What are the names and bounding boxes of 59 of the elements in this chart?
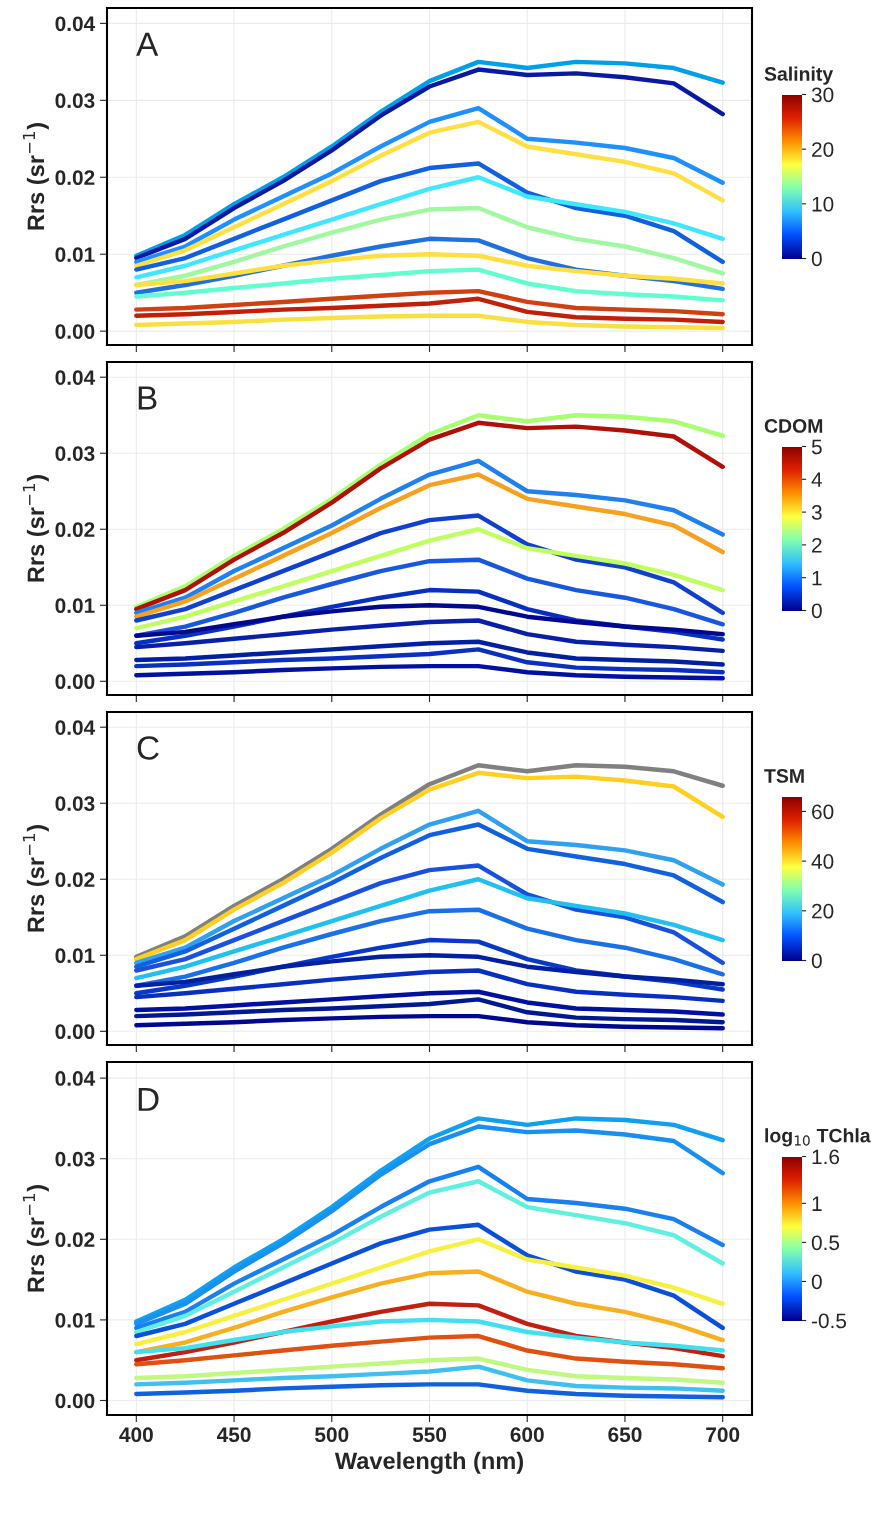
color-bar-label: -0.5 xyxy=(811,1313,847,1329)
y-tick-label: 0.00 xyxy=(55,1024,95,1040)
color-bar-label: 3 xyxy=(811,505,822,520)
color-bar-label: 60 xyxy=(812,804,834,820)
y-tick-label: 0.04 xyxy=(55,16,96,32)
y-tick-label: 0.03 xyxy=(55,796,95,812)
annotation: C xyxy=(137,736,159,760)
color-bar-title: TSM xyxy=(764,769,804,783)
y-tick-label: 0.02 xyxy=(55,522,95,538)
y-axis-title: Rrs (sr$^{−1}$) xyxy=(22,123,49,230)
y-tick-label: 0.01 xyxy=(55,598,95,614)
y-tick-label: 0.02 xyxy=(55,872,95,888)
y-tick-label: 0.03 xyxy=(55,1151,95,1167)
x-tick-label: 400 xyxy=(119,1427,153,1443)
y-tick-label: 0.00 xyxy=(55,324,95,339)
color-bar-label: 30 xyxy=(811,87,834,103)
color-bar-label: 40 xyxy=(811,854,834,869)
y-tick-label: 0.00 xyxy=(55,674,95,690)
color-bar-label: 0.5 xyxy=(811,1235,840,1251)
x-axis-title: Wavelength (nm) xyxy=(334,1451,523,1474)
color-bar-title: CDOM xyxy=(764,419,823,433)
color-bar-label: 2 xyxy=(812,537,822,553)
color-bar-title: log$_{10}$ TChla xyxy=(765,1128,871,1147)
color-bar-label: 1 xyxy=(812,570,822,586)
y-axis-title: Rrs (sr$^{−1}$) xyxy=(22,475,49,582)
annotation: B xyxy=(138,386,157,410)
color-bar-label: 0 xyxy=(811,1274,822,1290)
x-tick-label: 450 xyxy=(216,1427,251,1443)
color-bar-label: 10 xyxy=(812,196,834,212)
y-tick-label: 0.01 xyxy=(55,247,95,262)
color-bar-label: 1 xyxy=(812,1196,822,1211)
y-tick-label: 0.00 xyxy=(55,1393,95,1409)
x-tick-label: 650 xyxy=(608,1427,642,1443)
x-tick-label: 600 xyxy=(510,1427,544,1443)
y-tick-label: 0.01 xyxy=(55,948,95,964)
y-tick-label: 0.02 xyxy=(55,170,95,186)
y-tick-label: 0.04 xyxy=(55,720,96,735)
y-tick-label: 0.04 xyxy=(55,1071,96,1086)
color-bar-label: 0 xyxy=(811,953,822,969)
annotation: A xyxy=(136,32,159,56)
y-tick-label: 0.04 xyxy=(55,370,96,385)
y-tick-label: 0.03 xyxy=(55,93,95,109)
x-tick-label: 550 xyxy=(412,1427,447,1443)
y-axis-title: Rrs (sr$^{−1}$) xyxy=(22,1185,49,1292)
y-tick-label: 0.03 xyxy=(55,446,95,462)
x-tick-label: 500 xyxy=(315,1427,349,1443)
color-bar-label: 20 xyxy=(812,142,834,157)
annotation: D xyxy=(138,1087,159,1111)
color-bar-label: 0 xyxy=(811,251,822,267)
color-bar-label: 1.6 xyxy=(812,1149,840,1165)
x-tick-label: 700 xyxy=(706,1427,740,1443)
y-axis-title: Rrs (sr$^{−1}$) xyxy=(22,825,49,932)
color-bar-label: 0 xyxy=(811,603,822,619)
color-bar-label: 4 xyxy=(811,472,822,487)
y-tick-label: 0.02 xyxy=(55,1232,95,1248)
color-bar-label: 5 xyxy=(811,439,822,455)
y-tick-label: 0.01 xyxy=(55,1312,95,1328)
color-bar-title: Salinity xyxy=(764,66,834,85)
color-bar-label: 20 xyxy=(812,903,834,919)
